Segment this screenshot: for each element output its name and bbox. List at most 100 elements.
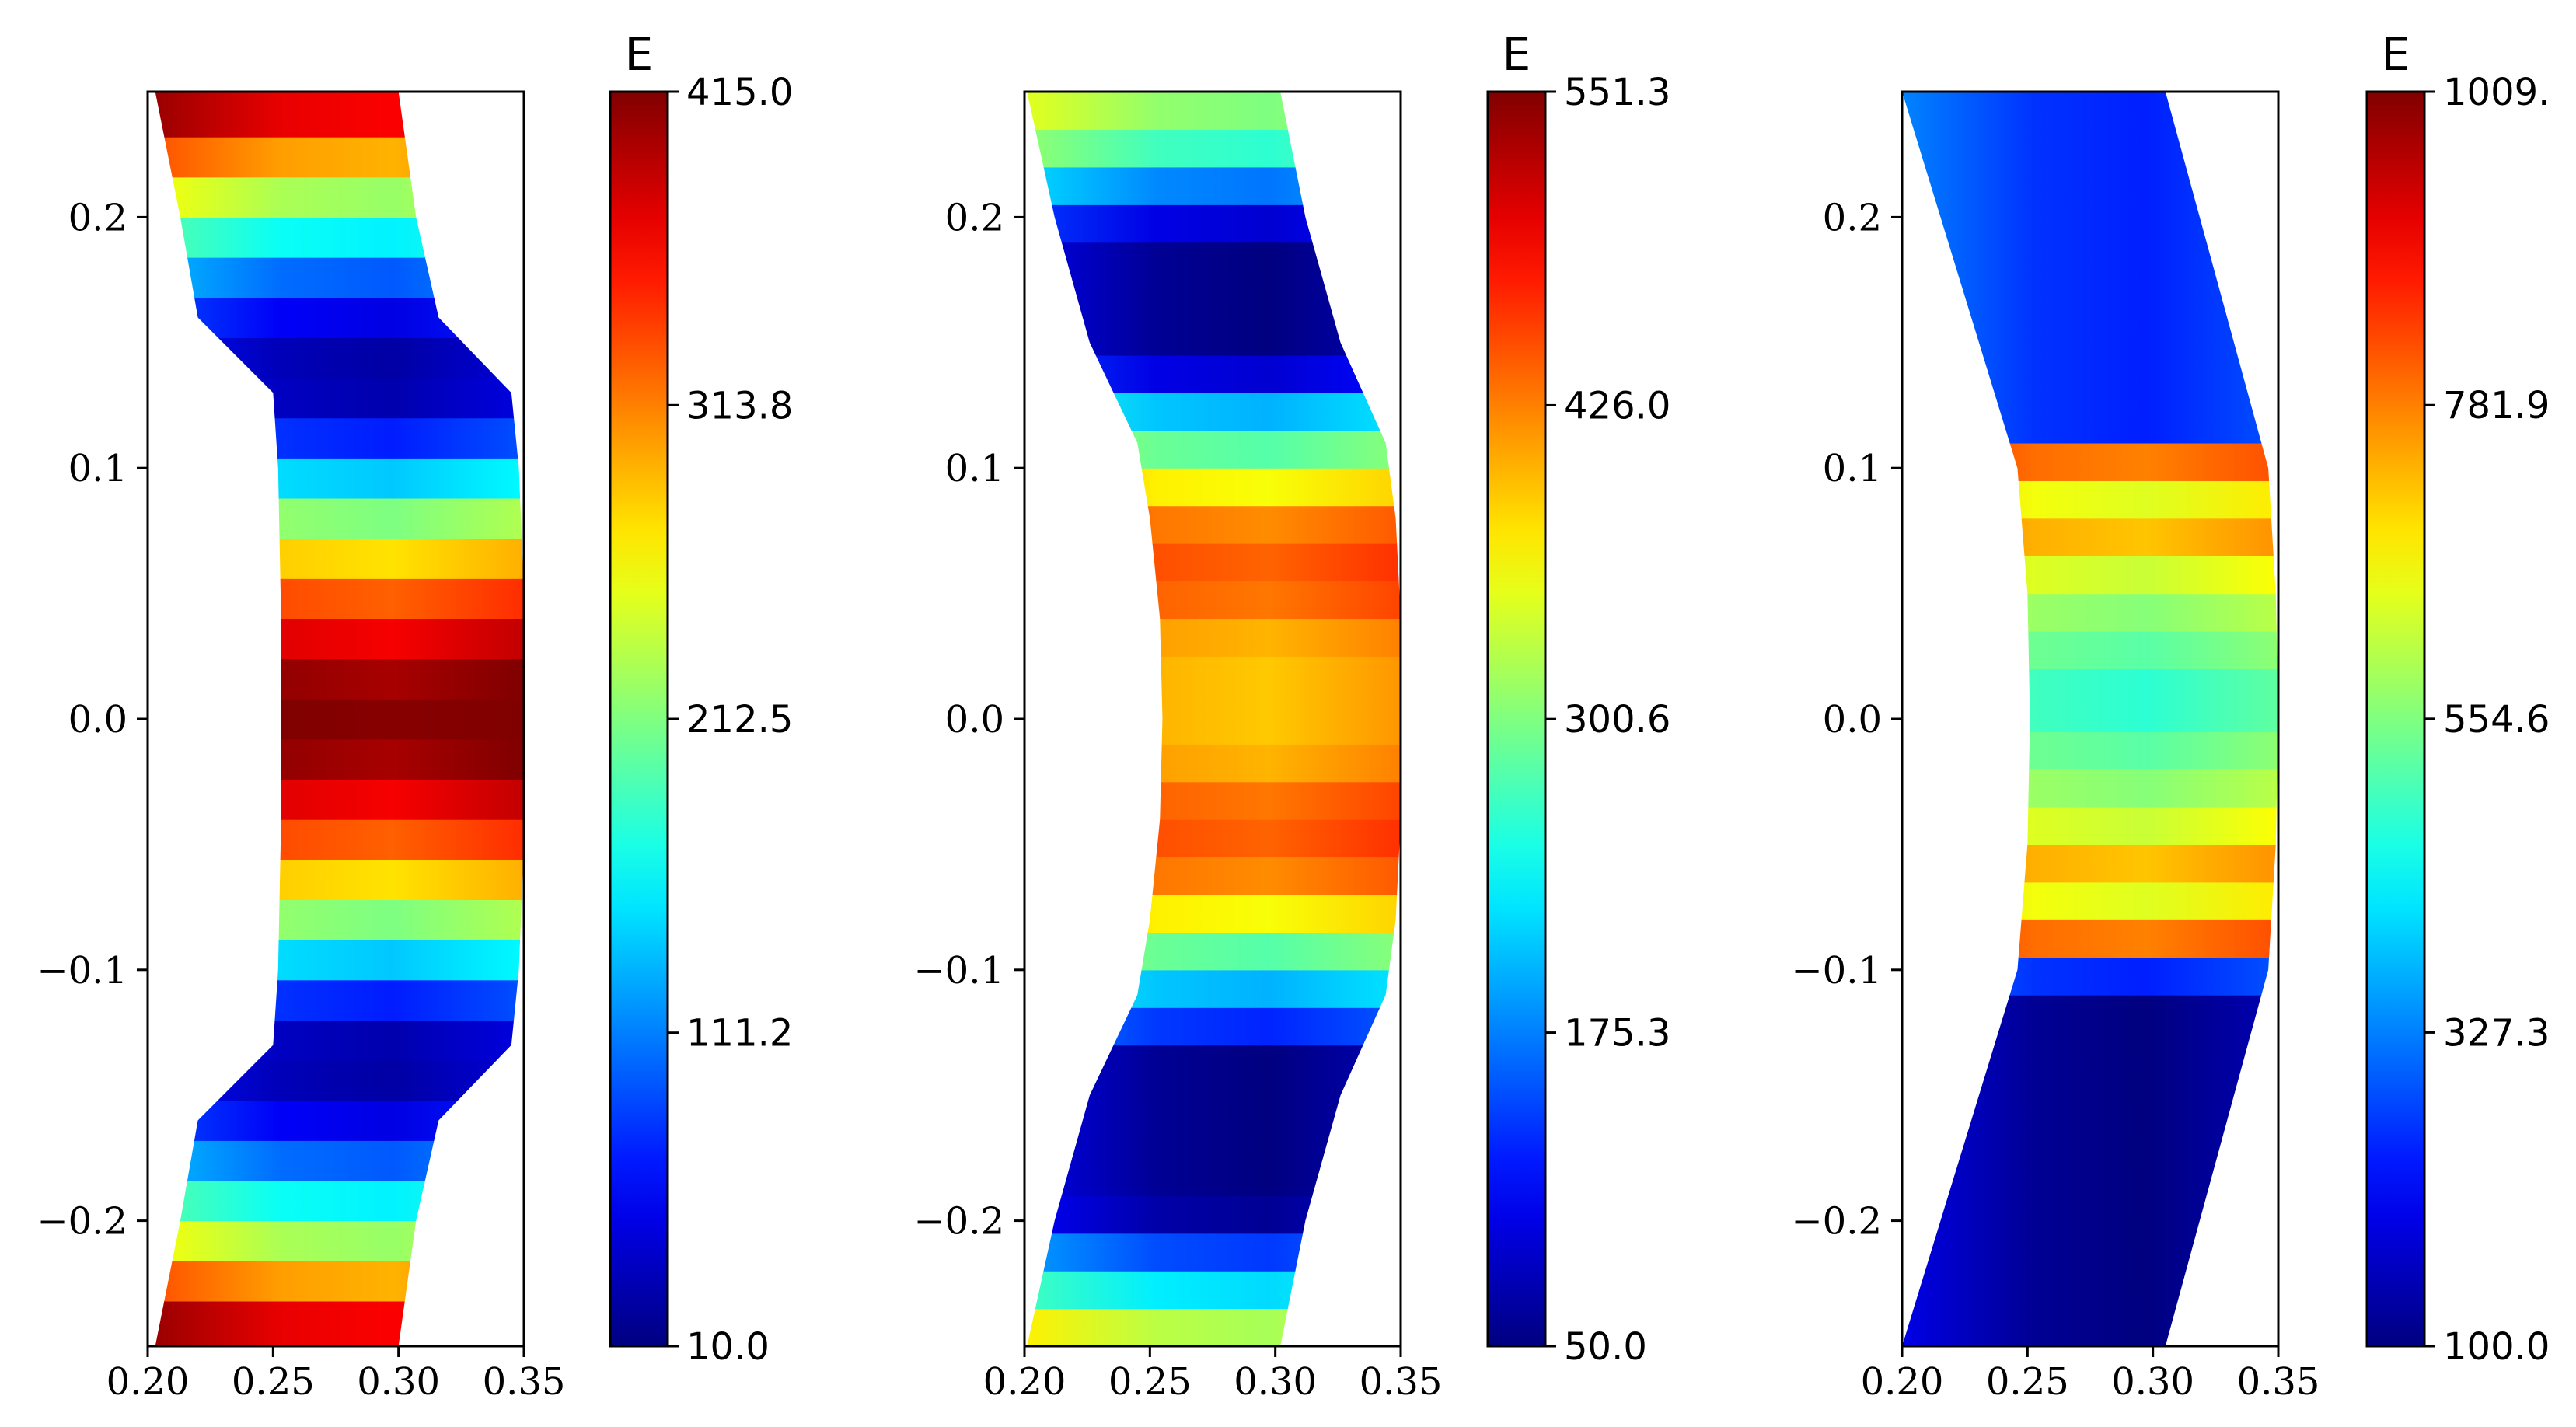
- colorbar-gradient: [1486, 90, 1547, 1348]
- heatmap-band: [1902, 706, 2278, 732]
- panel-3: 0.20 0.25 0.30 0.35 −0.2 −0.1 0.0 0.1 0.2 E 100.0 3…: [1791, 28, 2550, 1404]
- x-tick-label: 0.35: [2237, 1360, 2320, 1404]
- x-tick-label: 0.20: [1861, 1360, 1944, 1404]
- colorbar-tick-label: 551.3: [1564, 71, 1670, 114]
- panel-1: 0.20 0.25 0.30 0.35 −0.2 −0.1 0.0 0.1 0.2 E 10.0 11…: [37, 28, 793, 1404]
- colorbar-tick-label: 781.9: [2443, 384, 2550, 427]
- colorbar: E 50.0 175.3 300.6 426.0 551.3: [1486, 28, 1670, 1369]
- heatmap-band: [155, 1300, 524, 1346]
- heatmap-band: [1027, 932, 1401, 971]
- colorbar-label: E: [1503, 28, 1531, 81]
- heatmap-band: [1027, 1007, 1401, 1046]
- heatmap-band: [1027, 1120, 1401, 1159]
- heatmap-band: [1902, 995, 2278, 1346]
- heatmap-band: [1027, 781, 1401, 820]
- x-tick-label: 0.25: [232, 1360, 315, 1404]
- y-tick-label: −0.1: [913, 949, 1004, 993]
- x-tick-label: 0.30: [357, 1360, 440, 1404]
- heatmap-band: [1902, 518, 2278, 556]
- colorbar-tick-label: 327.3: [2443, 1011, 2550, 1055]
- colorbar-gradient: [2365, 90, 2426, 1348]
- colorbar-tick-label: 300.6: [1564, 698, 1670, 741]
- colorbar-tick-label: 212.5: [686, 698, 793, 741]
- heatmap-band: [1027, 894, 1401, 933]
- heatmap-band: [155, 337, 524, 379]
- heatmap-band: [155, 618, 524, 660]
- heatmap-band: [1902, 480, 2278, 519]
- heatmap-bands: [155, 92, 524, 1346]
- heatmap-band: [1027, 1195, 1401, 1234]
- heatmap-band: [1027, 1045, 1401, 1083]
- x-tick-label: 0.30: [2111, 1360, 2194, 1404]
- colorbar-tick-label: 426.0: [1564, 384, 1670, 427]
- x-tick-label: 0.25: [1986, 1360, 2069, 1404]
- heatmap-band: [1027, 819, 1401, 858]
- heatmap-band: [1902, 731, 2278, 770]
- heatmap-band: [1902, 769, 2278, 808]
- panel-2: 0.20 0.25 0.30 0.35 −0.2 −0.1 0.0 0.1 0.2 E 50.0 17…: [913, 28, 1670, 1404]
- heatmap-band: [155, 699, 524, 740]
- heatmap-band: [155, 297, 524, 338]
- colorbar: E 100.0 327.3 554.6 781.9 1009.: [2365, 28, 2550, 1369]
- colorbar-tick-label: 100.0: [2443, 1325, 2550, 1369]
- heatmap-band: [155, 417, 524, 459]
- y-tick-label: 0.2: [945, 196, 1004, 239]
- y-tick-label: 0.0: [945, 698, 1004, 741]
- x-tick-label: 0.25: [1108, 1360, 1192, 1404]
- heatmap-band: [155, 377, 524, 419]
- heatmap-band: [155, 940, 524, 981]
- heatmap-band: [1902, 668, 2278, 707]
- heatmap-band: [1027, 1308, 1401, 1346]
- y-tick-label: −0.2: [37, 1200, 127, 1244]
- heatmap-band: [155, 779, 524, 820]
- colorbar: E 10.0 111.2 212.5 313.8 415.0: [609, 28, 793, 1369]
- heatmap-band: [155, 1060, 524, 1101]
- colorbar-tick-label: 10.0: [686, 1325, 770, 1369]
- heatmap-band: [155, 979, 524, 1021]
- x-tick-label: 0.35: [483, 1360, 566, 1404]
- colorbar-tick-label: 415.0: [686, 71, 793, 114]
- heatmap-bands: [1902, 92, 2278, 1346]
- y-tick-label: 0.2: [1823, 196, 1882, 239]
- y-tick-label: 0.1: [68, 447, 127, 490]
- heatmap-band: [155, 1100, 524, 1141]
- heatmap-band: [1027, 857, 1401, 895]
- heatmap-band: [1027, 656, 1401, 695]
- y-tick-label: 0.0: [68, 698, 127, 741]
- heatmap-band: [155, 458, 524, 499]
- heatmap-band: [1027, 581, 1401, 619]
- heatmap-band: [1027, 317, 1401, 356]
- heatmap-band: [1027, 505, 1401, 544]
- heatmap-band: [155, 497, 524, 539]
- x-tick-label: 0.30: [1234, 1360, 1317, 1404]
- heatmap-band: [1027, 1271, 1401, 1310]
- heatmap-band: [1902, 881, 2278, 920]
- heatmap-band: [155, 1220, 524, 1261]
- heatmap-band: [1027, 1157, 1401, 1196]
- colorbar-tick-label: 313.8: [686, 384, 793, 427]
- heatmap-band: [1027, 393, 1401, 431]
- heatmap-band: [155, 257, 524, 298]
- heatmap-band: [155, 538, 524, 579]
- x-tick-label: 0.20: [106, 1360, 190, 1404]
- heatmap-band: [1027, 166, 1401, 205]
- heatmap-band: [1027, 92, 1401, 131]
- heatmap-bands: [1027, 92, 1401, 1346]
- heatmap-band: [1902, 442, 2278, 481]
- heatmap-band: [1902, 593, 2278, 632]
- heatmap-band: [1027, 354, 1401, 393]
- heatmap-band: [155, 176, 524, 218]
- heatmap-band: [1902, 92, 2278, 444]
- heatmap-band: [155, 1020, 524, 1061]
- x-tick-label: 0.35: [1360, 1360, 1443, 1404]
- heatmap-band: [155, 1140, 524, 1181]
- heatmap-band: [1902, 844, 2278, 883]
- heatmap-band: [155, 578, 524, 619]
- heatmap-band: [1902, 631, 2278, 670]
- heatmap-band: [1027, 744, 1401, 783]
- heatmap-band: [155, 92, 524, 138]
- heatmap-band: [155, 658, 524, 700]
- heatmap-band: [1027, 1083, 1401, 1122]
- heatmap-band: [1027, 280, 1401, 319]
- heatmap-band: [155, 1261, 524, 1302]
